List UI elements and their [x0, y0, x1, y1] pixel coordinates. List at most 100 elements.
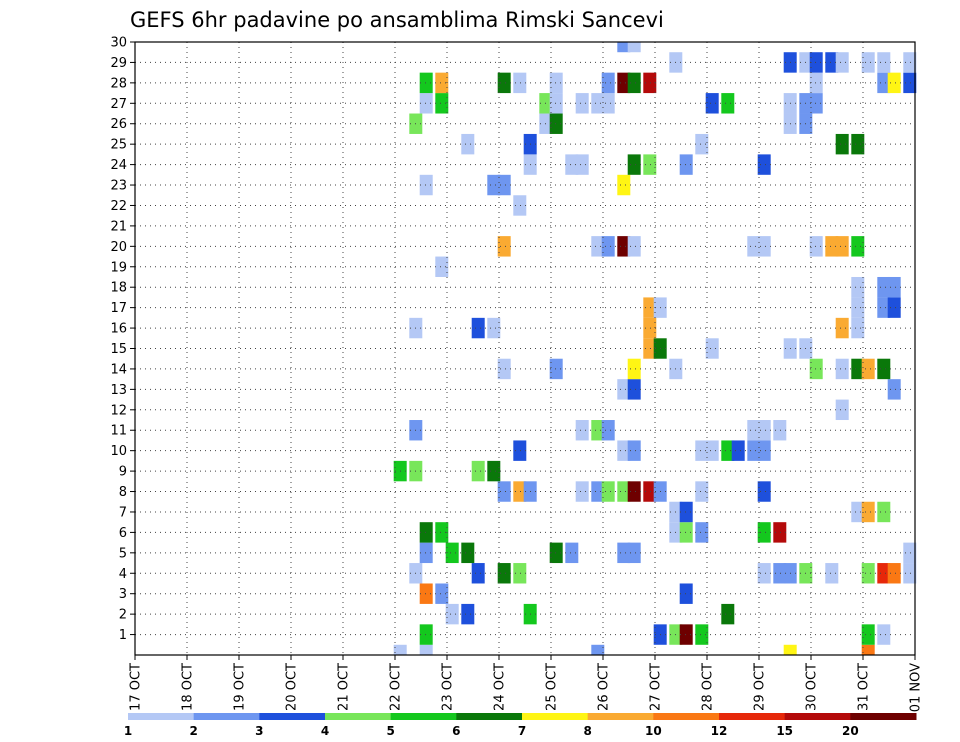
- colorbar-swatch: [522, 713, 589, 720]
- heatmap-cell: [627, 154, 641, 175]
- x-tick-label: 22 OCT: [389, 663, 404, 711]
- heatmap-cell: [471, 460, 485, 482]
- heatmap-cell: [575, 481, 589, 502]
- heatmap-cell: [435, 583, 449, 604]
- heatmap-cell: [497, 72, 511, 94]
- heatmap-cell: [445, 603, 459, 625]
- x-tick-label: 19 OCT: [233, 663, 248, 711]
- y-tick-label: 9: [119, 465, 127, 480]
- y-tick-label: 4: [119, 567, 127, 582]
- heatmap-cell: [721, 93, 735, 114]
- x-tick-label: 26 OCT: [597, 663, 612, 711]
- heatmap-cell: [851, 358, 865, 380]
- heatmap-cell: [627, 358, 641, 380]
- colorbar-swatch: [850, 713, 917, 720]
- heatmap-cell: [757, 522, 771, 543]
- colorbar-label: 7: [518, 724, 526, 738]
- heatmap-cell: [783, 644, 797, 655]
- heatmap-cell: [419, 644, 433, 655]
- grid-layer: [135, 41, 915, 655]
- colorbar-swatch: [784, 713, 851, 720]
- heatmap-cell: [809, 236, 823, 257]
- heatmap-cell: [643, 481, 657, 502]
- colorbar-label: 15: [776, 724, 793, 738]
- heatmap-cell: [679, 624, 693, 645]
- y-tick-label: 23: [110, 179, 127, 194]
- heatmap-cell: [461, 133, 475, 155]
- x-tick-label: 31 OCT: [857, 663, 872, 711]
- colorbar-label: 4: [321, 724, 329, 738]
- heatmap-cell: [575, 93, 589, 114]
- heatmap-cell: [435, 72, 449, 94]
- heatmap-cell: [549, 93, 563, 114]
- y-tick-label: 11: [110, 424, 127, 439]
- heatmap-cell: [679, 154, 693, 175]
- y-tick-label: 26: [110, 117, 127, 132]
- heatmap-cell: [601, 93, 615, 114]
- colorbar-label: 1: [124, 724, 132, 738]
- heatmap-cell: [825, 52, 839, 73]
- heatmap-cell: [601, 72, 615, 94]
- y-tick-label: 29: [110, 56, 127, 71]
- heatmap-cell: [565, 154, 579, 175]
- heatmap-cell: [549, 542, 563, 564]
- heatmap-cell: [419, 522, 433, 543]
- heatmap-cell: [877, 297, 891, 318]
- y-tick-label: 6: [119, 526, 127, 541]
- y-tick-label: 5: [119, 546, 127, 561]
- heatmap-cell: [419, 72, 433, 94]
- colorbar: 1 2 3 4 5 6 7 8 10 12 15 20: [124, 713, 917, 738]
- x-tick-label: 24 OCT: [493, 663, 508, 711]
- heatmap-cell: [643, 338, 657, 359]
- heatmap-cell: [861, 644, 875, 655]
- heatmap-cell: [757, 440, 771, 461]
- heatmap-cell: [903, 72, 917, 94]
- y-tick-label: 27: [110, 97, 127, 112]
- heatmap-cell: [617, 72, 631, 94]
- heatmap-cell: [627, 236, 641, 257]
- heatmap-cell: [487, 460, 501, 482]
- x-tick-label: 30 OCT: [805, 663, 820, 711]
- x-tick-label: 17 OCT: [129, 663, 144, 711]
- heatmap-cell: [435, 256, 449, 277]
- colorbar-label: 20: [842, 724, 859, 738]
- heatmap-cell: [835, 317, 849, 339]
- y-tick-label: 19: [110, 260, 127, 275]
- x-axis: 17 OCT 18 OCT 19 OCT 20 OCT 21 OCT 22 OCT 23 O…: [129, 655, 924, 712]
- heatmap-cell: [419, 583, 433, 604]
- heatmap-cell: [861, 52, 875, 73]
- heatmap-cell: [419, 93, 433, 114]
- heatmap-cell: [825, 236, 839, 257]
- colorbar-label: 5: [386, 724, 394, 738]
- heatmap-cell: [757, 563, 771, 584]
- heatmap-cell: [617, 42, 631, 53]
- heatmap-cell: [861, 358, 875, 380]
- heatmap-cell: [773, 563, 787, 584]
- heatmap-cell: [513, 481, 527, 502]
- heatmap-cell: [643, 154, 657, 175]
- heatmap-cell: [695, 481, 709, 502]
- y-tick-label: 2: [119, 608, 127, 623]
- heatmap-cell: [705, 93, 719, 114]
- colorbar-label: 8: [583, 724, 591, 738]
- heatmap-cell: [773, 522, 787, 543]
- heatmap-cell: [877, 52, 891, 73]
- heatmap-cell: [695, 440, 709, 461]
- heatmap-cell: [617, 174, 631, 196]
- colorbar-swatch: [128, 713, 195, 720]
- y-tick-label: 3: [119, 587, 127, 602]
- heatmap-cell: [851, 133, 865, 155]
- heatmap-cell: [591, 644, 605, 655]
- heatmap-cell: [747, 440, 761, 461]
- heatmap-cell: [471, 317, 485, 339]
- heatmap-cell: [643, 317, 657, 339]
- y-tick-label: 17: [110, 301, 127, 316]
- y-tick-label: 14: [110, 362, 127, 377]
- x-tick-label: 29 OCT: [753, 663, 768, 711]
- heatmap-cell: [461, 603, 475, 625]
- heatmap-cell: [851, 297, 865, 318]
- heatmap-cell: [877, 72, 891, 94]
- heatmap-cell: [809, 52, 823, 73]
- heatmap-cell: [877, 563, 891, 584]
- heatmap-cell: [809, 93, 823, 114]
